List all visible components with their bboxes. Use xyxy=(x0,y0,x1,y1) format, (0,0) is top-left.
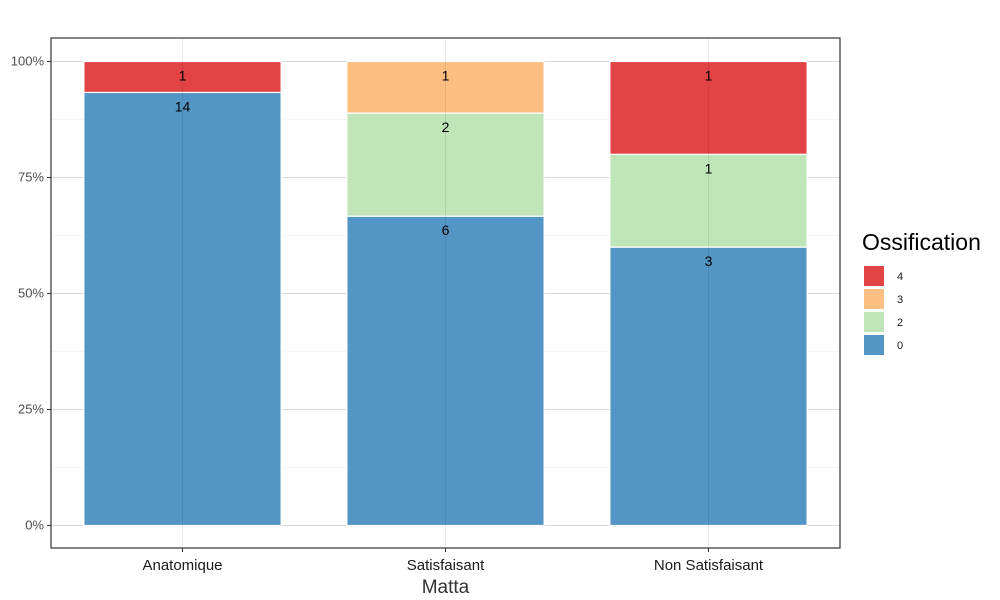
legend-swatch-2 xyxy=(864,312,884,332)
segment-count-label: 14 xyxy=(175,98,191,114)
legend-swatch-4 xyxy=(864,266,884,286)
segment-count-label: 1 xyxy=(179,68,187,84)
x-tick-label: Non Satisfaisant xyxy=(654,557,764,574)
x-tick-label: Anatomique xyxy=(142,557,222,574)
y-tick-label: 25% xyxy=(18,402,44,417)
bar-segment-0 xyxy=(609,246,808,527)
segment-count-label: 3 xyxy=(705,253,713,269)
y-axis: 0% 25% 50% 75% 100% xyxy=(11,54,51,533)
y-tick-label: 0% xyxy=(25,518,44,533)
y-tick-label: 50% xyxy=(18,286,44,301)
legend-label: 4 xyxy=(897,271,903,283)
segment-count-label: 2 xyxy=(442,119,450,135)
x-tick-label: Satisfaisant xyxy=(407,557,485,574)
legend-title: Ossification xyxy=(862,229,981,255)
bars xyxy=(83,60,808,527)
legend-label: 2 xyxy=(897,317,903,329)
bar-segment-2 xyxy=(609,153,808,248)
legend-label: 3 xyxy=(897,294,903,306)
segment-count-label: 6 xyxy=(442,222,450,238)
segment-labels: 14 1 6 2 1 3 1 1 xyxy=(175,38,713,548)
y-tick-label: 100% xyxy=(11,54,45,69)
bar-segment-3 xyxy=(346,60,545,114)
segment-count-label: 1 xyxy=(442,68,450,84)
bar-segment-4 xyxy=(609,60,808,155)
legend-label: 0 xyxy=(897,340,903,352)
x-axis-label: Matta xyxy=(422,577,470,598)
bar-segment-0 xyxy=(83,91,282,527)
segment-count-label: 1 xyxy=(705,68,713,84)
bar-segment-4 xyxy=(83,60,282,94)
legend: Ossification 4 3 2 0 xyxy=(862,229,981,356)
legend-swatch-0 xyxy=(864,335,884,355)
y-tick-label: 75% xyxy=(18,170,44,185)
segment-count-label: 1 xyxy=(705,160,713,176)
x-axis: Anatomique Satisfaisant Non Satisfaisant xyxy=(142,548,764,574)
legend-swatch-3 xyxy=(864,289,884,309)
